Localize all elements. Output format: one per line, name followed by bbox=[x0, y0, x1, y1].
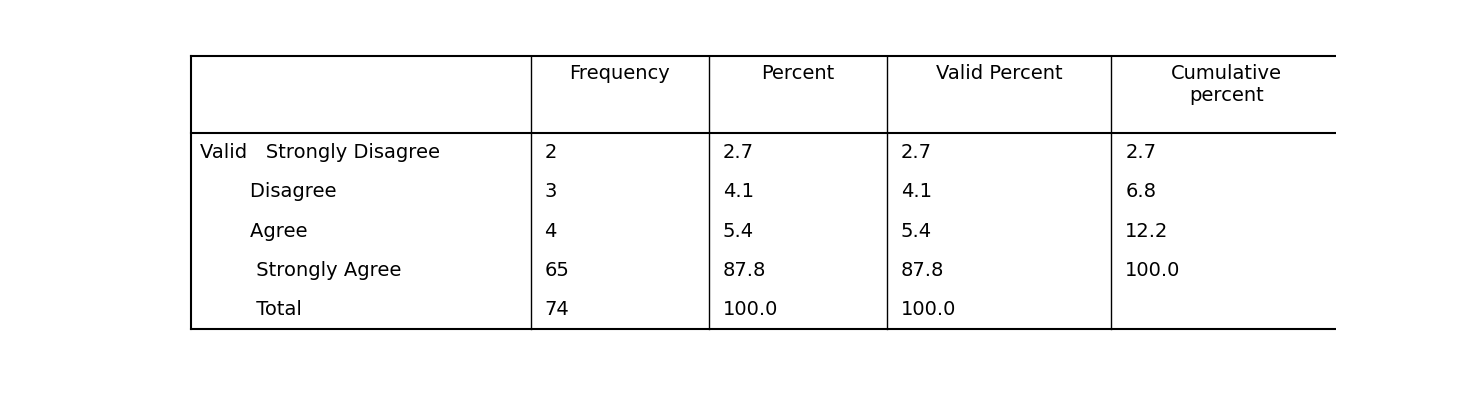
Text: Cumulative
percent: Cumulative percent bbox=[1171, 64, 1282, 105]
Text: 4.1: 4.1 bbox=[723, 182, 754, 201]
Text: 2.7: 2.7 bbox=[723, 143, 754, 162]
Text: 2: 2 bbox=[545, 143, 556, 162]
Text: 2.7: 2.7 bbox=[901, 143, 932, 162]
Text: Agree: Agree bbox=[200, 222, 309, 241]
Text: 6.8: 6.8 bbox=[1125, 182, 1156, 201]
Text: Frequency: Frequency bbox=[570, 64, 671, 83]
Text: 100.0: 100.0 bbox=[1125, 261, 1180, 280]
Text: 5.4: 5.4 bbox=[723, 222, 754, 241]
Text: Valid   Strongly Disagree: Valid Strongly Disagree bbox=[200, 143, 441, 162]
Text: 12.2: 12.2 bbox=[1125, 222, 1168, 241]
Text: 65: 65 bbox=[545, 261, 570, 280]
Text: Total: Total bbox=[200, 300, 303, 319]
Text: 4.1: 4.1 bbox=[901, 182, 932, 201]
Text: 87.8: 87.8 bbox=[723, 261, 766, 280]
Text: 87.8: 87.8 bbox=[901, 261, 944, 280]
Text: 74: 74 bbox=[545, 300, 568, 319]
Text: Valid Percent: Valid Percent bbox=[936, 64, 1063, 83]
Text: Percent: Percent bbox=[761, 64, 834, 83]
Text: 3: 3 bbox=[545, 182, 556, 201]
Text: 100.0: 100.0 bbox=[901, 300, 956, 319]
Text: 2.7: 2.7 bbox=[1125, 143, 1156, 162]
Text: Strongly Agree: Strongly Agree bbox=[200, 261, 402, 280]
Text: 5.4: 5.4 bbox=[901, 222, 932, 241]
Text: 4: 4 bbox=[545, 222, 556, 241]
Text: 100.0: 100.0 bbox=[723, 300, 778, 319]
Text: Disagree: Disagree bbox=[200, 182, 337, 201]
